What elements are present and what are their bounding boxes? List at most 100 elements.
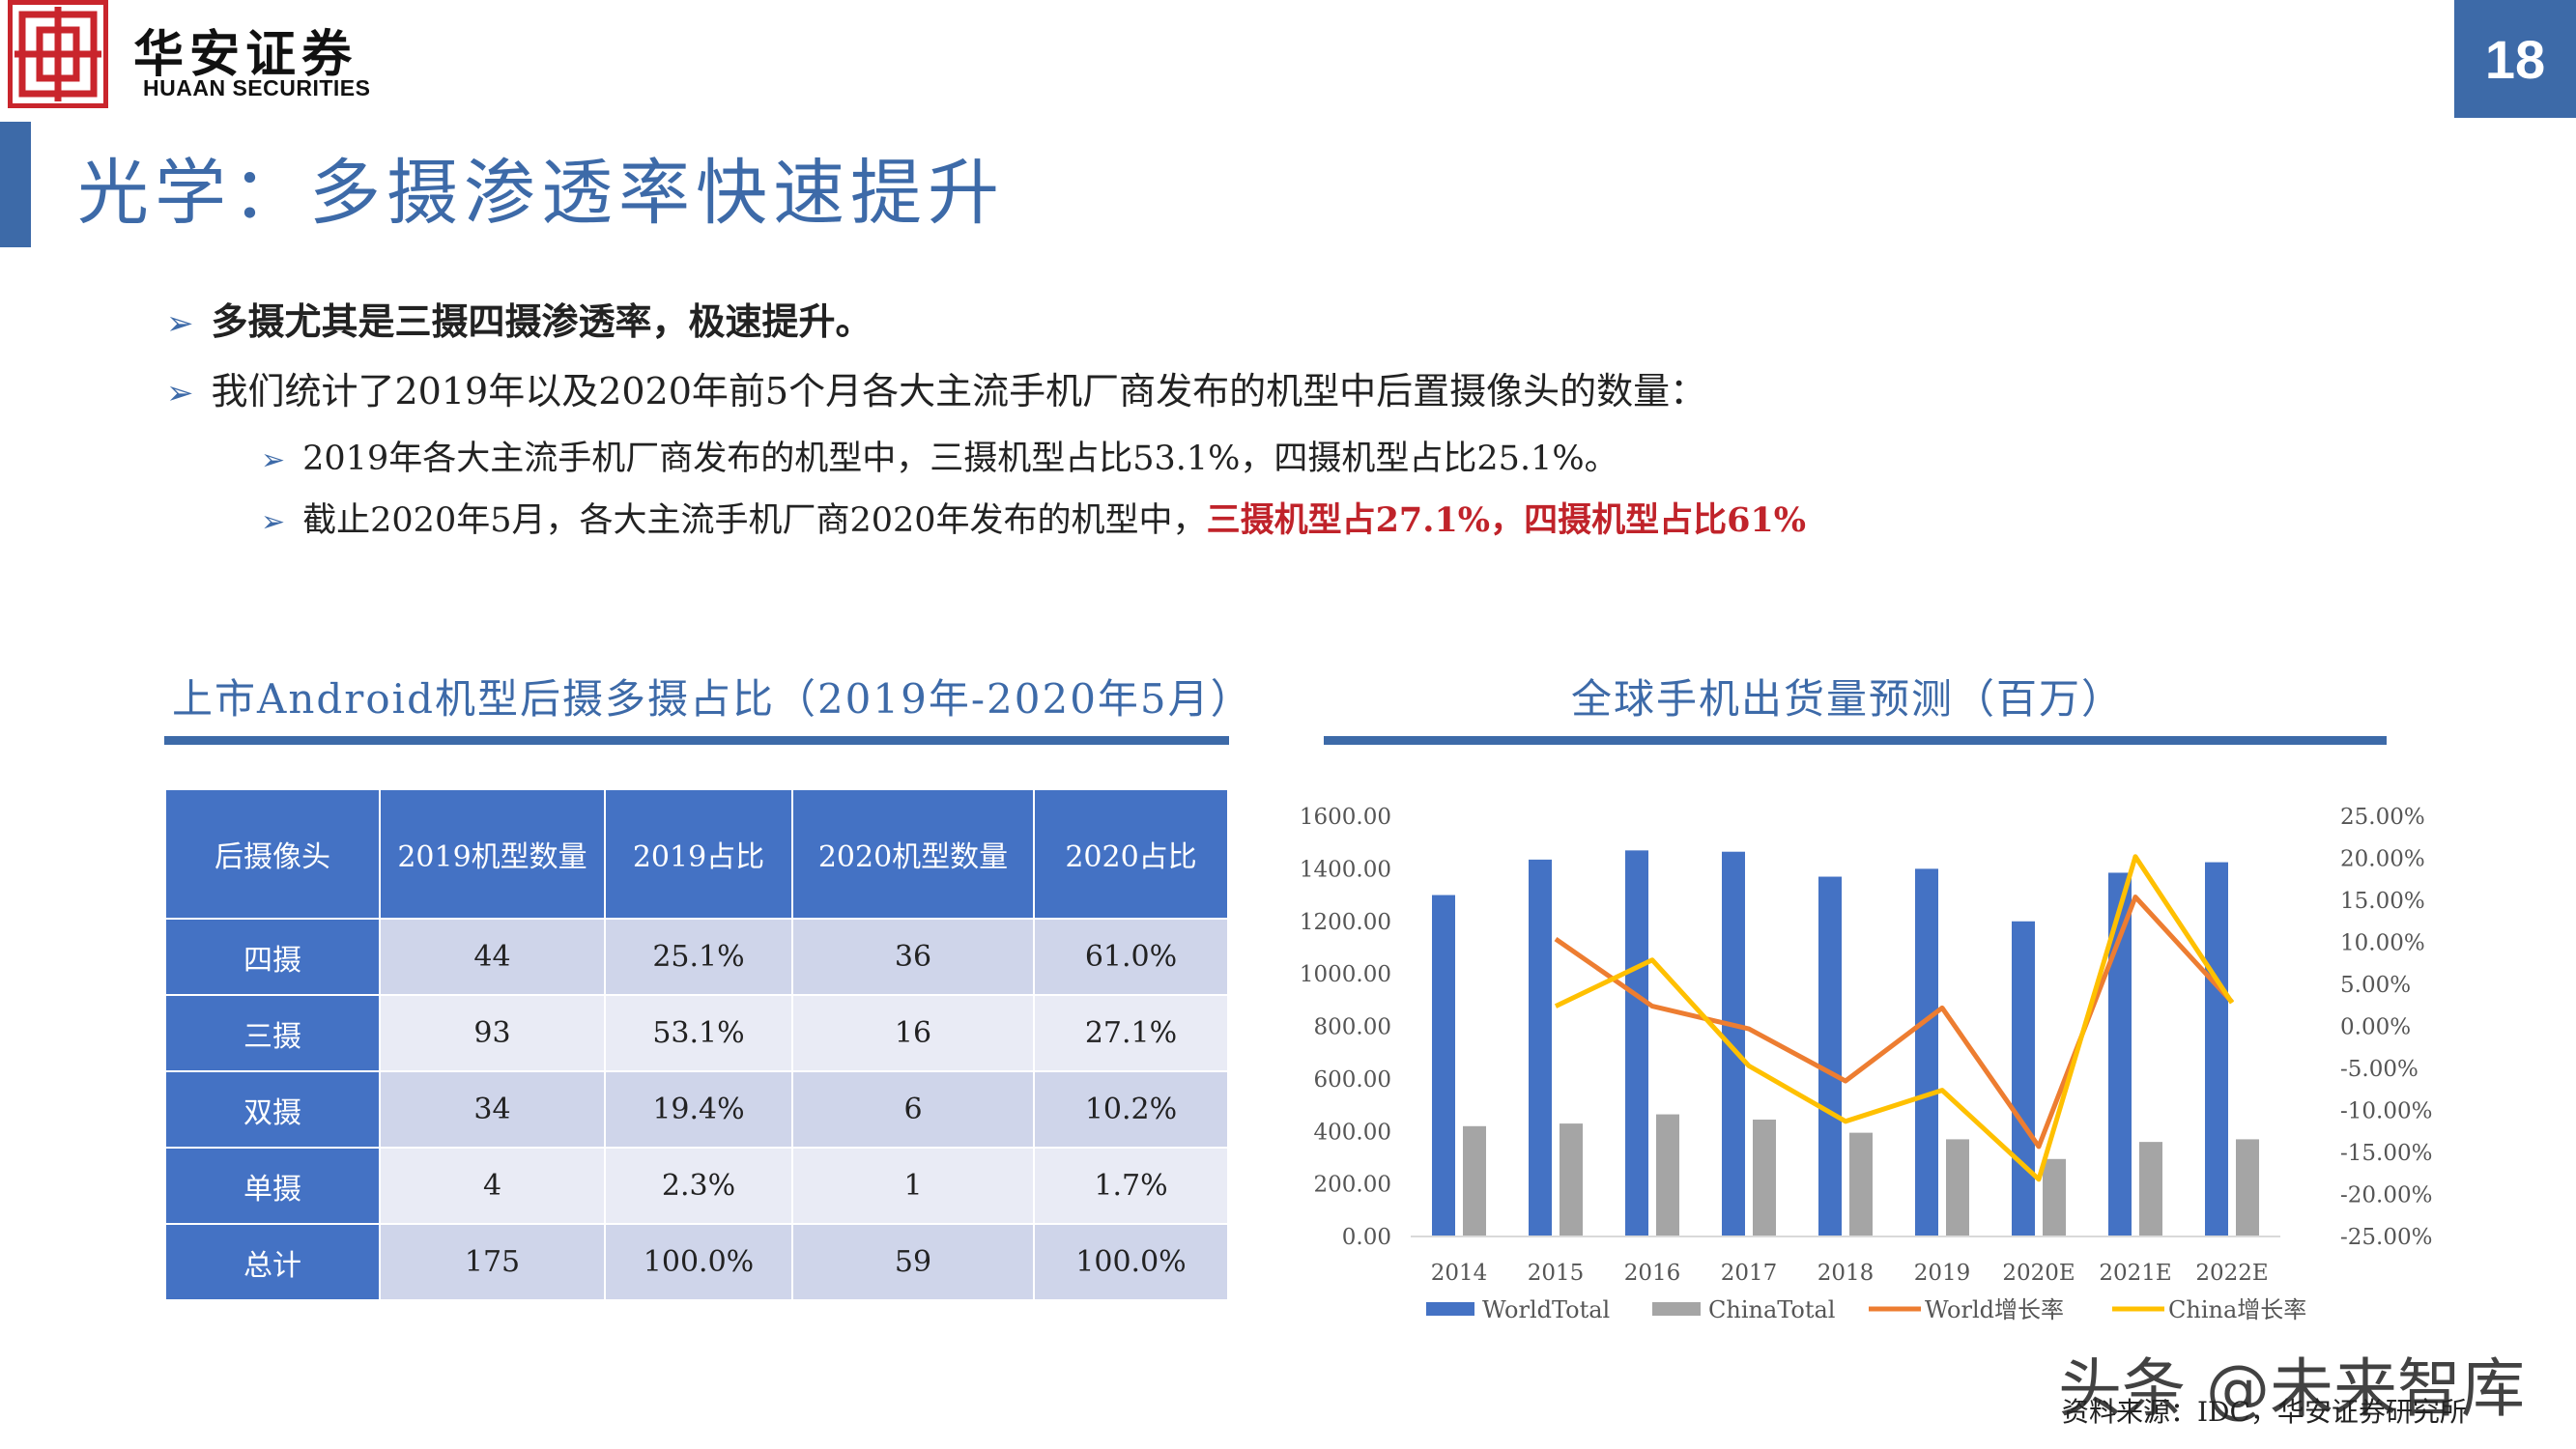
bar-WorldTotal (2012, 921, 2035, 1236)
table-cell: 27.1% (1033, 994, 1229, 1072)
table-header-row: 后摄像头 2019机型数量 2019占比 2020机型数量 2020占比 (164, 788, 1229, 920)
bar-ChinaTotal (1849, 1132, 1873, 1236)
table-row-label: 双摄 (164, 1070, 381, 1149)
table-row-label: 三摄 (164, 994, 381, 1072)
y-left-tick-label: 1400.00 (1300, 857, 1391, 882)
y-left-tick-label: 800.00 (1314, 1015, 1391, 1040)
page-number: 18 (2454, 0, 2576, 118)
y-right-tick-label: 25.00% (2340, 805, 2425, 830)
bar-ChinaTotal (1463, 1125, 1486, 1236)
line-China增长率 (1554, 854, 2235, 1182)
x-tick-label: 2014 (1431, 1261, 1488, 1286)
camera-table: 后摄像头 2019机型数量 2019占比 2020机型数量 2020占比 四摄 … (164, 788, 1229, 1301)
x-tick-label: 2019 (1914, 1261, 1971, 1286)
y-left-tick-label: 0.00 (1342, 1225, 1391, 1250)
table-cell: 25.1% (604, 918, 793, 996)
table-cell: 61.0% (1033, 918, 1229, 996)
table-cell: 36 (791, 918, 1035, 996)
logo-text-en: HUAAN SECURITIES (143, 75, 371, 100)
y-left-tick-label: 200.00 (1314, 1173, 1391, 1198)
chart-lines (1554, 854, 2235, 1182)
table-row: 四摄 44 25.1% 36 61.0% (164, 918, 1229, 996)
table-cell: 100.0% (1033, 1223, 1229, 1301)
bullet-2-text: 我们统计了2019年以及2020年前5个月各大主流手机厂商发布的机型中后置摄像头… (211, 370, 1707, 412)
y-right-tick-label: 5.00% (2340, 973, 2411, 998)
table-cell: 10.2% (1033, 1070, 1229, 1149)
sub-bullet-2-highlight: 三摄机型占27.1%，四摄机型占比61% (1206, 500, 1807, 540)
bar-ChinaTotal (1753, 1120, 1776, 1236)
chart-title: 全球手机出货量预测（百万） (1571, 675, 2125, 723)
shipment-chart: 1600.00 1400.00 1200.00 1000.00 800.00 600.00… (1300, 805, 2433, 1323)
bar-WorldTotal (1722, 851, 1745, 1236)
logo-seal-icon (13, 5, 103, 103)
x-tick-label: 2018 (1818, 1261, 1875, 1286)
table-header-cell: 2019占比 (604, 788, 793, 920)
chart-x-axis: 2014 2015 2016 2017 2018 2019 2020E 2021E 2022E (1411, 1236, 2280, 1286)
x-tick-label: 2021E (2099, 1261, 2171, 1286)
legend-label: World增长率 (1925, 1296, 2064, 1323)
table-cell: 1.7% (1033, 1147, 1229, 1225)
table-row: 三摄 93 53.1% 16 27.1% (164, 994, 1229, 1072)
table-cell: 1 (791, 1147, 1035, 1225)
bar-WorldTotal (1915, 868, 1938, 1236)
bar-ChinaTotal (1560, 1123, 1583, 1236)
table-cell: 59 (791, 1223, 1035, 1301)
sub-bullet-1: ➢ 2019年各大主流手机厂商发布的机型中，三摄机型占比53.1%，四摄机型占比2… (261, 431, 1618, 480)
bullet-2: ➢ 我们统计了2019年以及2020年前5个月各大主流手机厂商发布的机型中后置摄像… (166, 361, 1706, 414)
legend-swatch (1426, 1302, 1474, 1316)
arrow-bullet-icon: ➢ (261, 505, 286, 539)
table-row-label: 总计 (164, 1223, 381, 1301)
table-header-cell: 2020占比 (1033, 788, 1229, 920)
bar-WorldTotal (2205, 862, 2228, 1236)
x-tick-label: 2017 (1721, 1261, 1778, 1286)
sub-bullet-1-text: 2019年各大主流手机厂商发布的机型中，三摄机型占比53.1%，四摄机型占比25… (302, 440, 1618, 478)
bar-WorldTotal (1818, 876, 1842, 1236)
y-right-tick-label: 0.00% (2340, 1015, 2411, 1040)
chart-left-axis: 1600.00 1400.00 1200.00 1000.00 800.00 600.00… (1300, 805, 1391, 1250)
table-row: 双摄 34 19.4% 6 10.2% (164, 1070, 1229, 1149)
legend-swatch (1652, 1302, 1701, 1316)
y-right-tick-label: -20.00% (2340, 1183, 2432, 1208)
table-header-cell: 2019机型数量 (379, 788, 606, 920)
table-row-label: 四摄 (164, 918, 381, 996)
y-right-tick-label: 15.00% (2340, 889, 2425, 914)
table-cell: 100.0% (604, 1223, 793, 1301)
table-cell: 16 (791, 994, 1035, 1072)
bar-WorldTotal (1529, 859, 1552, 1236)
table-row-label: 单摄 (164, 1147, 381, 1225)
y-right-tick-label: -5.00% (2340, 1057, 2419, 1082)
bar-WorldTotal (1432, 895, 1455, 1236)
table-cell: 6 (791, 1070, 1035, 1149)
bar-ChinaTotal (2139, 1142, 2162, 1236)
legend-label: China增长率 (2168, 1296, 2306, 1323)
bullet-1: ➢ 多摄尤其是三摄四摄渗透率，极速提升。 (166, 292, 873, 345)
page-title: 光学：多摄渗透率快速提升 (77, 152, 1005, 235)
arrow-bullet-icon: ➢ (166, 374, 194, 412)
bar-WorldTotal (1625, 850, 1648, 1236)
table-cell: 44 (379, 918, 606, 996)
chart-legend: WorldTotal ChinaTotal World增长率 China增长率 (1426, 1296, 2306, 1323)
table-cell: 34 (379, 1070, 606, 1149)
bar-ChinaTotal (1656, 1114, 1679, 1236)
legend-label: ChinaTotal (1708, 1296, 1835, 1323)
y-right-tick-label: -15.00% (2340, 1141, 2432, 1166)
table-row: 总计 175 100.0% 59 100.0% (164, 1223, 1229, 1301)
table-title: 上市Android机型后摄多摄占比（2019年-2020年5月） (172, 675, 1253, 723)
source-note: 资料来源：IDC，华安证券研究所 (2062, 1396, 2467, 1428)
table-cell: 19.4% (604, 1070, 793, 1149)
table-header-cell: 后摄像头 (164, 788, 381, 920)
title-accent-bar (0, 122, 31, 247)
y-right-tick-label: 20.00% (2340, 847, 2425, 872)
y-left-tick-label: 1600.00 (1300, 805, 1391, 830)
y-left-tick-label: 400.00 (1314, 1120, 1391, 1145)
chart-right-axis: 25.00% 20.00% 15.00% 10.00% 5.00% 0.00% -5.00%… (2340, 805, 2432, 1250)
y-right-tick-label: 10.00% (2340, 931, 2425, 956)
watermark: 头条 @未来智库 (2058, 1351, 2525, 1426)
line-World增长率 (1554, 895, 2234, 1150)
bullet-1-text: 多摄尤其是三摄四摄渗透率，极速提升。 (211, 299, 873, 343)
table-cell: 4 (379, 1147, 606, 1225)
table-cell: 2.3% (604, 1147, 793, 1225)
table-row: 单摄 4 2.3% 1 1.7% (164, 1147, 1229, 1225)
table-cell: 93 (379, 994, 606, 1072)
y-left-tick-label: 1000.00 (1300, 962, 1391, 987)
